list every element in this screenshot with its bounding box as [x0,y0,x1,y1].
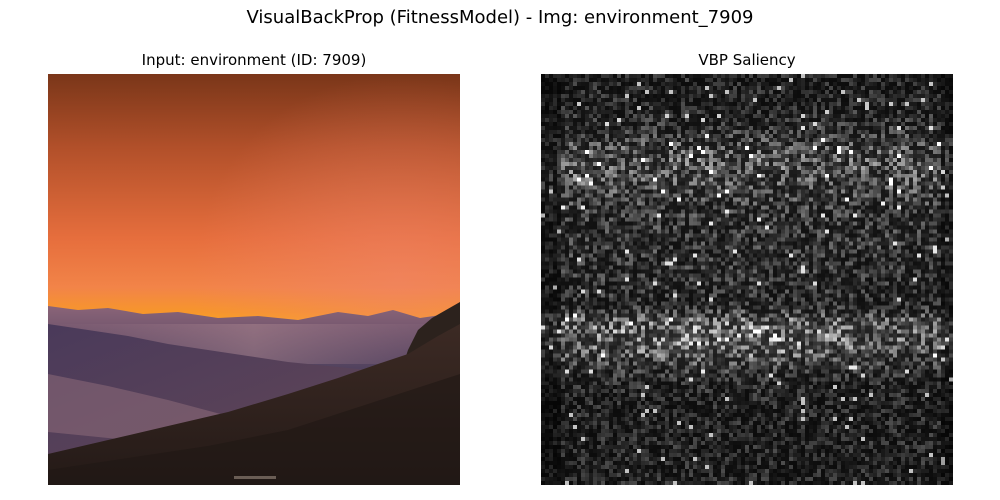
figure-title: VisualBackProp (FitnessModel) - Img: env… [246,7,754,28]
input-image [48,74,460,485]
saliency-panel-title: VBP Saliency [698,51,796,69]
input-image-svg [48,74,460,485]
input-panel-title: Input: environment (ID: 7909) [141,51,367,69]
saliency-map [541,74,953,485]
saliency-map-canvas [541,74,953,485]
